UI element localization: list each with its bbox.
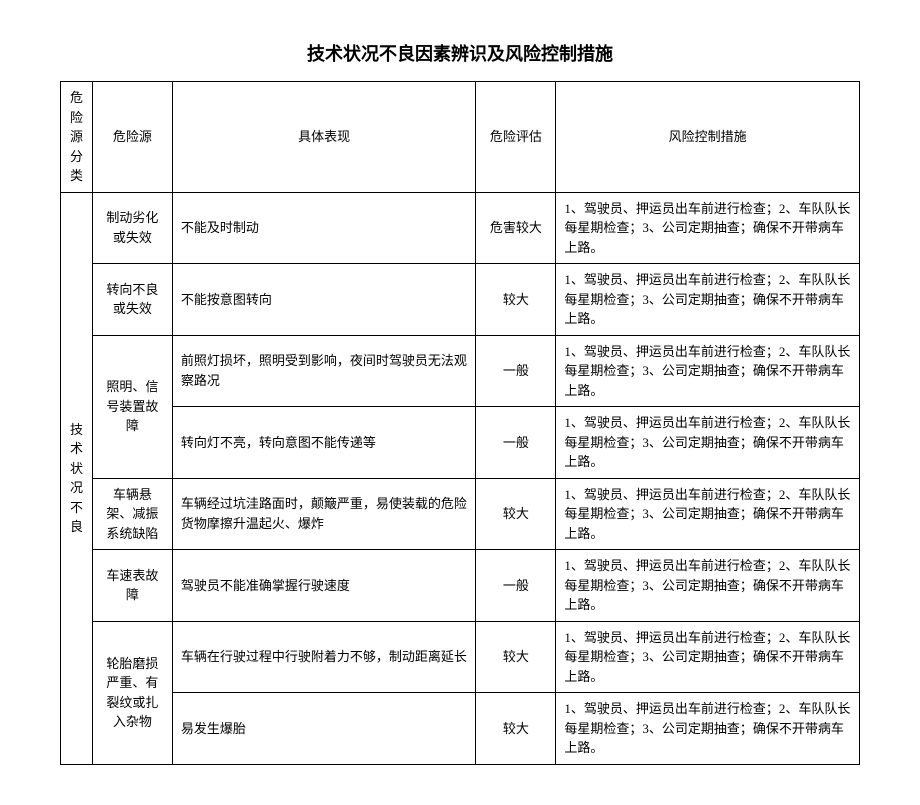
source-cell: 照明、信号装置故障 xyxy=(92,335,172,478)
table-row: 车速表故障驾驶员不能准确掌握行驶速度一般1、驾驶员、押运员出车前进行检查；2、车… xyxy=(61,550,860,622)
control-cell: 1、驾驶员、押运员出车前进行检查；2、车队队长每星期检查；3、公司定期抽查；确保… xyxy=(556,693,860,765)
table-row: 轮胎磨损严重、有裂纹或扎入杂物车辆在行驶过程中行驶附着力不够，制动距离延长较大1… xyxy=(61,621,860,693)
risk-table: 危险源分类 危险源 具体表现 危险评估 风险控制措施 技术状况不良制动劣化或失效… xyxy=(60,81,860,765)
source-cell: 转向不良或失效 xyxy=(92,264,172,336)
control-cell: 1、驾驶员、押运员出车前进行检查；2、车队队长每星期检查；3、公司定期抽查；确保… xyxy=(556,550,860,622)
control-cell: 1、驾驶员、押运员出车前进行检查；2、车队队长每星期检查；3、公司定期抽查；确保… xyxy=(556,264,860,336)
header-category: 危险源分类 xyxy=(61,82,93,193)
source-cell: 制动劣化或失效 xyxy=(92,192,172,264)
description-cell: 易发生爆胎 xyxy=(172,693,476,765)
table-body: 技术状况不良制动劣化或失效不能及时制动危害较大1、驾驶员、押运员出车前进行检查；… xyxy=(61,192,860,764)
control-cell: 1、驾驶员、押运员出车前进行检查；2、车队队长每星期检查；3、公司定期抽查；确保… xyxy=(556,478,860,550)
source-cell: 轮胎磨损严重、有裂纹或扎入杂物 xyxy=(92,621,172,764)
category-cell: 技术状况不良 xyxy=(61,192,93,764)
control-cell: 1、驾驶员、押运员出车前进行检查；2、车队队长每星期检查；3、公司定期抽查；确保… xyxy=(556,407,860,479)
description-cell: 转向灯不亮，转向意图不能传递等 xyxy=(172,407,476,479)
header-source: 危险源 xyxy=(92,82,172,193)
evaluation-cell: 危害较大 xyxy=(476,192,556,264)
description-cell: 不能按意图转向 xyxy=(172,264,476,336)
control-cell: 1、驾驶员、押运员出车前进行检查；2、车队队长每星期检查；3、公司定期抽查；确保… xyxy=(556,335,860,407)
page-title: 技术状况不良因素辨识及风险控制措施 xyxy=(60,40,860,66)
evaluation-cell: 较大 xyxy=(476,693,556,765)
source-cell: 车速表故障 xyxy=(92,550,172,622)
evaluation-cell: 一般 xyxy=(476,335,556,407)
evaluation-cell: 一般 xyxy=(476,550,556,622)
table-header-row: 危险源分类 危险源 具体表现 危险评估 风险控制措施 xyxy=(61,82,860,193)
header-description: 具体表现 xyxy=(172,82,476,193)
description-cell: 车辆在行驶过程中行驶附着力不够，制动距离延长 xyxy=(172,621,476,693)
table-row: 车辆悬架、减振系统缺陷车辆经过坑洼路面时，颠簸严重，易使装载的危险货物摩擦升温起… xyxy=(61,478,860,550)
table-row: 易发生爆胎较大1、驾驶员、押运员出车前进行检查；2、车队队长每星期检查；3、公司… xyxy=(61,693,860,765)
source-cell: 车辆悬架、减振系统缺陷 xyxy=(92,478,172,550)
control-cell: 1、驾驶员、押运员出车前进行检查；2、车队队长每星期检查；3、公司定期抽查；确保… xyxy=(556,192,860,264)
description-cell: 不能及时制动 xyxy=(172,192,476,264)
evaluation-cell: 较大 xyxy=(476,264,556,336)
control-cell: 1、驾驶员、押运员出车前进行检查；2、车队队长每星期检查；3、公司定期抽查；确保… xyxy=(556,621,860,693)
table-row: 转向不良或失效不能按意图转向较大1、驾驶员、押运员出车前进行检查；2、车队队长每… xyxy=(61,264,860,336)
description-cell: 驾驶员不能准确掌握行驶速度 xyxy=(172,550,476,622)
evaluation-cell: 较大 xyxy=(476,478,556,550)
header-control: 风险控制措施 xyxy=(556,82,860,193)
header-evaluation: 危险评估 xyxy=(476,82,556,193)
table-row: 照明、信号装置故障前照灯损坏，照明受到影响，夜间时驾驶员无法观察路况一般1、驾驶… xyxy=(61,335,860,407)
table-row: 技术状况不良制动劣化或失效不能及时制动危害较大1、驾驶员、押运员出车前进行检查；… xyxy=(61,192,860,264)
table-row: 转向灯不亮，转向意图不能传递等一般1、驾驶员、押运员出车前进行检查；2、车队队长… xyxy=(61,407,860,479)
description-cell: 车辆经过坑洼路面时，颠簸严重，易使装载的危险货物摩擦升温起火、爆炸 xyxy=(172,478,476,550)
evaluation-cell: 较大 xyxy=(476,621,556,693)
evaluation-cell: 一般 xyxy=(476,407,556,479)
description-cell: 前照灯损坏，照明受到影响，夜间时驾驶员无法观察路况 xyxy=(172,335,476,407)
